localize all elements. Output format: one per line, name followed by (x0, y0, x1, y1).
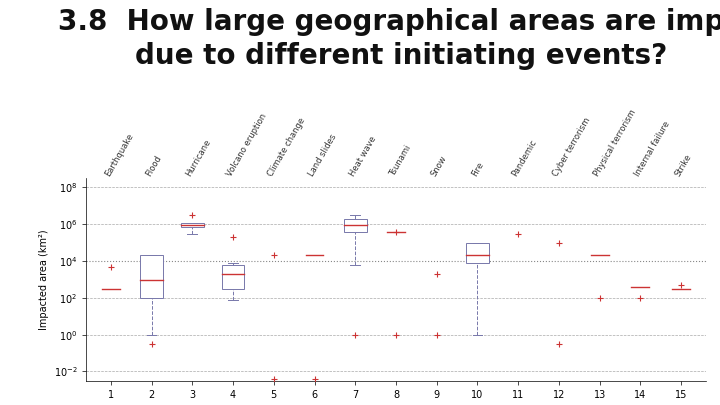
Y-axis label: Impacted area (km²): Impacted area (km²) (40, 229, 50, 330)
Bar (222, 265, 245, 289)
Text: Cyber terrorism: Cyber terrorism (551, 116, 592, 178)
Bar (140, 256, 163, 298)
Text: 3.8  How large geographical areas are impacted
        due to different initiati: 3.8 How large geographical areas are imp… (58, 8, 720, 70)
Text: Tsunami: Tsunami (388, 144, 413, 178)
Text: Volcano eruption: Volcano eruption (225, 112, 269, 178)
Text: Land slides: Land slides (307, 133, 338, 178)
Text: Strike: Strike (673, 153, 693, 178)
Text: Fire: Fire (469, 160, 485, 178)
Text: Internal failure: Internal failure (633, 120, 672, 178)
Text: Snow: Snow (429, 154, 448, 178)
Text: Heat wave: Heat wave (348, 135, 378, 178)
Text: Earthquake: Earthquake (103, 132, 135, 178)
Text: Hurricane: Hurricane (184, 138, 213, 178)
Bar (466, 243, 489, 263)
Text: Flood: Flood (144, 154, 163, 178)
Text: Climate change: Climate change (266, 116, 307, 178)
Text: Pandemic: Pandemic (510, 138, 539, 178)
Text: Physical terrorism: Physical terrorism (592, 108, 637, 178)
Bar (344, 219, 366, 232)
Bar (181, 224, 204, 227)
